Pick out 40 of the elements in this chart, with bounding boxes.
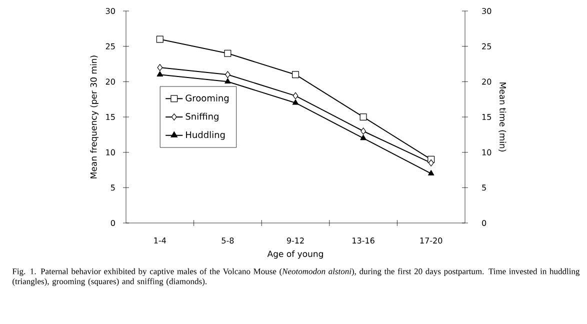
point bbox=[157, 64, 163, 72]
legend-label: Grooming bbox=[186, 94, 229, 104]
y-tick-label: 0 bbox=[110, 220, 115, 226]
x-tick-label: 9-12 bbox=[286, 238, 304, 244]
y2-axis-title: Mean time (min) bbox=[498, 82, 506, 152]
point bbox=[292, 92, 298, 100]
point bbox=[428, 170, 434, 176]
y2-tick-label: 15 bbox=[482, 114, 492, 120]
point bbox=[428, 159, 434, 166]
x-axis-title: Age of young bbox=[267, 250, 323, 259]
point bbox=[360, 134, 366, 140]
legend-label: Huddling bbox=[186, 131, 225, 140]
point bbox=[224, 50, 232, 57]
x-tick-label: 13-16 bbox=[352, 238, 374, 244]
point bbox=[292, 71, 299, 78]
y-tick-label: 30 bbox=[106, 8, 115, 14]
y-tick-label: 25 bbox=[106, 43, 115, 50]
text: Fig. 1. Paternal behavior exhibited by captive males of the Volcano Mouse (Neotomodon alstoni), during the first 20 days postpartum. Time invested in huddling (triangles), grooming (squares) and sniffing (diamonds). bbox=[12, 268, 580, 286]
point bbox=[156, 36, 164, 43]
y2-tick-label: 0 bbox=[482, 220, 486, 226]
y2-tick-label: 5 bbox=[482, 184, 486, 191]
y-tick-label: 20 bbox=[106, 78, 115, 85]
y2-tick-label: 30 bbox=[482, 8, 492, 14]
y2-tick-label: 25 bbox=[482, 43, 492, 50]
point bbox=[360, 128, 366, 135]
y-tick-label: 10 bbox=[106, 149, 115, 156]
y2-tick-label: 10 bbox=[482, 149, 492, 156]
x-tick-label: 17-20 bbox=[420, 238, 442, 244]
point bbox=[360, 113, 367, 120]
point bbox=[156, 71, 163, 76]
y2-tick-label: 20 bbox=[482, 78, 492, 85]
x-tick-label: 1-4 bbox=[154, 238, 166, 244]
y-tick-label: 15 bbox=[106, 114, 115, 120]
point bbox=[225, 71, 230, 78]
x-tick-label: 5-8 bbox=[222, 238, 234, 244]
y-tick-label: 5 bbox=[110, 184, 115, 191]
point bbox=[224, 78, 231, 84]
y-axis-title: Mean frequency (per 30 min) bbox=[90, 56, 98, 178]
legend-label: Sniffing bbox=[186, 112, 218, 122]
point bbox=[292, 99, 299, 105]
